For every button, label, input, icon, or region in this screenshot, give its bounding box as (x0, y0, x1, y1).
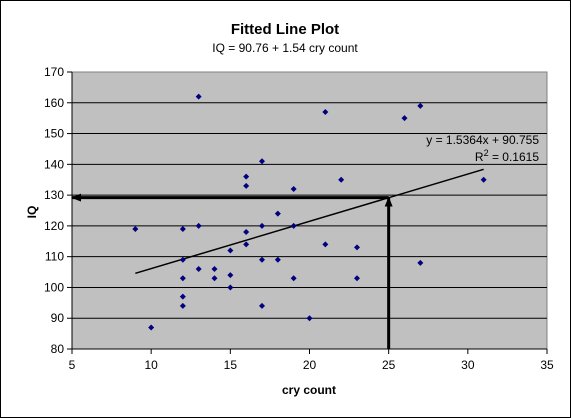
data-point (480, 176, 487, 183)
data-point (211, 275, 218, 282)
data-point (259, 256, 265, 263)
y-tick-label: 120 (44, 219, 64, 233)
data-point (179, 225, 186, 232)
annotation-arrows (71, 193, 393, 349)
data-point (179, 256, 186, 263)
x-tick-label: 20 (303, 358, 317, 372)
data-point (274, 210, 281, 217)
data-point (274, 256, 281, 263)
r-squared-value: = 0.1615 (489, 150, 540, 164)
data-point (179, 275, 186, 282)
x-tick-label: 5 (69, 358, 76, 372)
x-tick-label: 10 (144, 358, 158, 372)
data-point (290, 185, 297, 192)
y-tick-label: 110 (45, 250, 64, 264)
y-axis-label: IQ (25, 206, 39, 219)
y-tick-label: 130 (44, 188, 64, 202)
chart-title: Fitted Line Plot (231, 21, 339, 38)
y-tick-label: 90 (51, 311, 65, 325)
data-point (417, 259, 424, 266)
data-point (338, 176, 345, 183)
y-tick-label: 160 (44, 96, 64, 110)
data-point (243, 173, 250, 180)
x-tick-label: 30 (461, 358, 475, 372)
data-point (195, 265, 202, 272)
data-point (322, 109, 329, 116)
data-point (132, 225, 139, 232)
data-point (179, 293, 186, 300)
data-point (259, 158, 265, 165)
data-point (243, 241, 250, 248)
data-point (259, 302, 265, 309)
y-tick-label: 100 (44, 280, 64, 294)
data-point (243, 182, 250, 189)
trendline-equation: y = 1.5364x + 90.755 (426, 133, 539, 147)
data-point (227, 284, 234, 291)
data-point (354, 244, 360, 251)
r-squared-superscript: 2 (484, 148, 489, 158)
r-squared-prefix: R (475, 150, 484, 164)
data-point (179, 302, 186, 309)
data-point (259, 222, 265, 229)
data-points (132, 93, 487, 331)
data-point (306, 315, 313, 322)
x-tick-label: 25 (382, 358, 396, 372)
x-tick-labels: 5 10 15 20 25 30 35 (69, 358, 554, 372)
data-point (227, 247, 234, 254)
data-point (195, 222, 202, 229)
r-squared-label: R2 = 0.1615 (475, 148, 539, 164)
axes (67, 71, 548, 354)
gridlines (72, 102, 547, 319)
data-point (211, 265, 218, 272)
data-point (290, 222, 297, 229)
trendline (135, 168, 484, 275)
trendline-group (135, 168, 484, 275)
data-point (195, 93, 202, 100)
y-tick-label: 150 (44, 127, 64, 141)
x-tick-label: 35 (540, 358, 554, 372)
x-axis-label: cry count (282, 383, 336, 397)
x-tick-label: 15 (224, 358, 238, 372)
data-point (243, 229, 250, 236)
data-point (227, 272, 234, 279)
y-tick-labels: 80 90 100 110 120 130 140 150 160 170 (44, 65, 64, 356)
data-point (401, 115, 408, 122)
y-tick-label: 140 (44, 157, 64, 171)
plot-area (71, 71, 548, 350)
data-point (290, 275, 297, 282)
y-tick-label: 80 (51, 342, 65, 356)
data-point (322, 241, 329, 248)
chart-subtitle: IQ = 90.76 + 1.54 cry count (212, 41, 358, 55)
data-point (148, 324, 155, 331)
data-point (417, 102, 424, 109)
data-point (354, 275, 360, 282)
y-tick-label: 170 (44, 65, 64, 79)
